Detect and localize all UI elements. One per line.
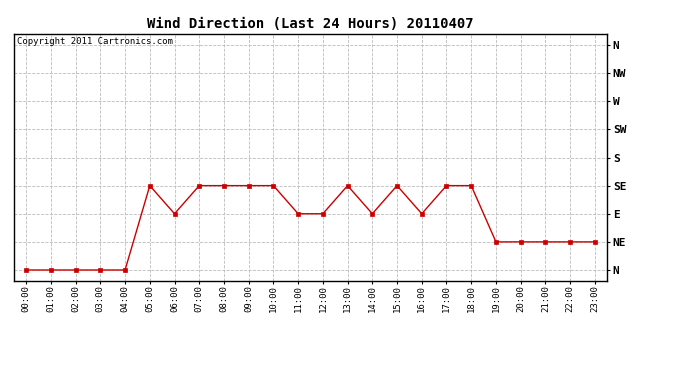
Title: Wind Direction (Last 24 Hours) 20110407: Wind Direction (Last 24 Hours) 20110407 [147, 17, 474, 31]
Text: Copyright 2011 Cartronics.com: Copyright 2011 Cartronics.com [17, 38, 172, 46]
